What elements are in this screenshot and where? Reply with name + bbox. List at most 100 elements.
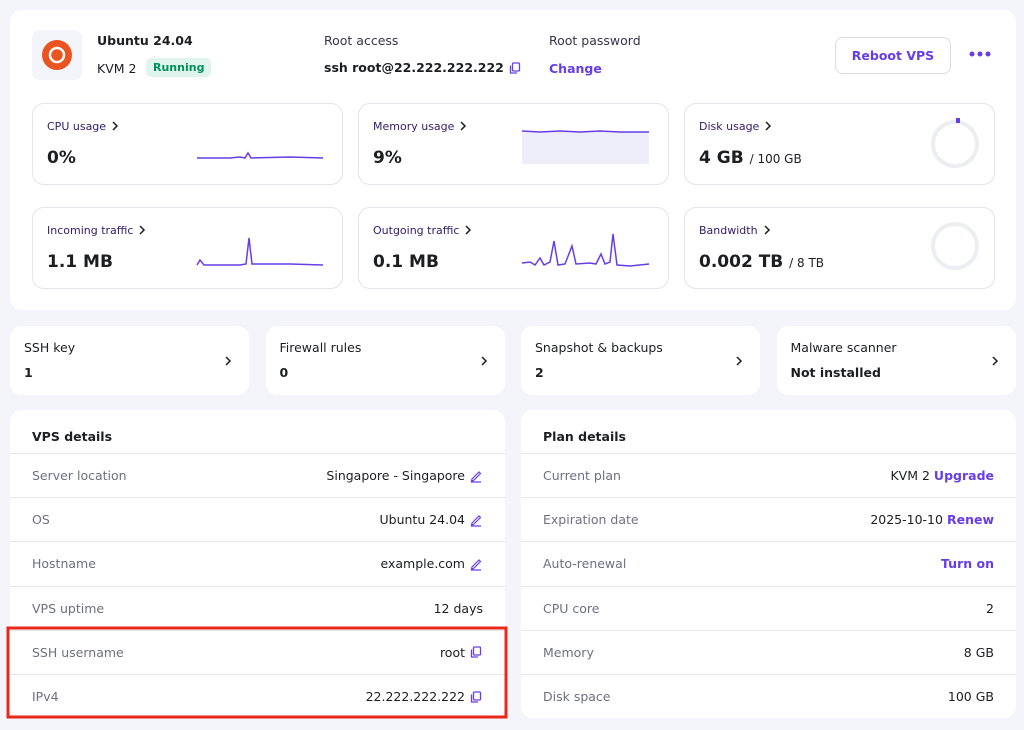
metric-card[interactable]: CPU usage 0% <box>32 103 343 185</box>
copy-icon[interactable] <box>469 690 483 704</box>
metric-label: Memory usage <box>373 119 470 133</box>
vps-details-card: VPS details Server location Singapore - Si… <box>10 410 505 718</box>
metric-value-text: 0.1 MB <box>373 252 439 272</box>
detail-row: Auto-renewal Turn on <box>521 541 1016 585</box>
metric-label: Bandwidth <box>699 223 774 237</box>
detail-row: CPU core 2 <box>521 585 1016 630</box>
metric-label-text: Bandwidth <box>699 223 758 237</box>
detail-row: Hostname example.com <box>10 541 505 585</box>
row-value-text: 22.222.222.222 <box>365 689 465 704</box>
row-value-text: root <box>439 644 465 660</box>
metric-card[interactable]: Outgoing traffic 0.1 MB <box>358 207 669 289</box>
metric-unit: / 8 TB <box>789 256 825 270</box>
metric-unit: / 100 GB <box>749 152 802 166</box>
row-label: Expiration date <box>543 512 639 528</box>
row-action[interactable]: Turn on <box>941 556 994 572</box>
reboot-button[interactable]: Reboot VPS <box>835 37 951 74</box>
copy-icon[interactable] <box>508 61 522 75</box>
section-title: VPS details <box>32 429 113 444</box>
row-value: root <box>440 645 483 660</box>
metric-label: Incoming traffic <box>47 223 149 237</box>
copy-icon[interactable] <box>469 645 483 659</box>
detail-row: SSH username root <box>10 629 505 674</box>
metric-card[interactable]: Incoming traffic 1.1 MB <box>32 207 343 289</box>
shortcut-value: Not installed <box>790 365 881 380</box>
row-value-text: Ubuntu 24.04 <box>379 512 465 528</box>
row-label: SSH username <box>32 644 124 660</box>
chevron-icon[interactable] <box>461 223 475 237</box>
root-access-text: ssh root@22.222.222.222 <box>324 60 504 75</box>
row-action[interactable]: Upgrade <box>933 468 994 483</box>
metric-value: 0.1 MB <box>373 252 439 272</box>
row-value: example.com <box>381 556 483 571</box>
root-access-value: ssh root@22.222.222.222 <box>324 60 522 75</box>
shortcut-card[interactable]: SSH key 1 <box>10 326 249 395</box>
shortcut-value: 1 <box>24 365 33 380</box>
metric-value-text: 0.002 TB <box>699 252 784 272</box>
shortcut-card[interactable]: Malware scanner Not installed <box>776 326 1016 395</box>
metric-label-text: Memory usage <box>373 119 455 133</box>
row-action[interactable]: Renew <box>946 512 994 528</box>
edit-icon[interactable] <box>469 513 483 527</box>
chevron <box>221 353 235 372</box>
row-label: IPv4 <box>32 689 59 704</box>
metric-card[interactable]: Memory usage 9% <box>358 103 669 185</box>
chevron <box>477 353 491 372</box>
row-value: KVM 2 Upgrade <box>890 468 994 483</box>
detail-row: Disk space 100 GB <box>521 674 1016 718</box>
status-badge: Running <box>146 58 212 77</box>
row-value-text: Singapore - Singapore <box>326 468 465 483</box>
chevron-icon[interactable] <box>221 354 235 368</box>
chevron-icon[interactable] <box>732 354 746 368</box>
metric-value-text: 0% <box>47 148 76 168</box>
metric-value-text: 9% <box>373 148 402 168</box>
shortcut-label: Firewall rules <box>279 340 362 355</box>
detail-row: Server location Singapore - Singapore <box>10 453 505 497</box>
metric-label: Disk usage <box>699 119 775 133</box>
row-value: 12 days <box>434 601 483 616</box>
plan-details-card: Plan details Current plan KVM 2 Upgrade Expi… <box>521 410 1016 718</box>
edit-icon[interactable] <box>469 557 483 571</box>
shortcut-value: 0 <box>279 365 289 380</box>
chevron-icon[interactable] <box>456 119 470 133</box>
metric-card[interactable]: Bandwidth 0.002 TB / 8 TB <box>684 207 995 289</box>
chevron-icon[interactable] <box>988 354 1002 368</box>
metric-value-text: 1.1 MB <box>47 252 113 272</box>
chevron-icon[interactable] <box>760 223 774 237</box>
row-value-text: example.com <box>380 556 465 572</box>
chevron-icon[interactable] <box>477 354 491 368</box>
chevron <box>732 353 746 372</box>
row-label: CPU core <box>543 600 600 616</box>
detail-row: VPS uptime 12 days <box>10 585 505 630</box>
row-value: 22.222.222.222 <box>366 689 483 704</box>
chevron-icon[interactable] <box>108 119 122 133</box>
root-access-label: Root access <box>324 33 399 48</box>
metric-value-text: 4 GB <box>699 148 744 168</box>
chevron-icon[interactable] <box>135 223 149 237</box>
edit-icon[interactable] <box>469 469 483 483</box>
shortcut-label: Snapshot & backups <box>535 340 663 355</box>
metric-value: 0% <box>47 148 76 168</box>
chevron <box>988 353 1002 372</box>
shortcut-label: Malware scanner <box>790 340 897 355</box>
row-label: OS <box>32 512 50 528</box>
detail-row: Expiration date 2025-10-10 Renew <box>521 497 1016 541</box>
metric-label-text: Disk usage <box>699 119 760 133</box>
change-password-link[interactable]: Change <box>549 61 602 76</box>
row-value: Turn on <box>941 556 994 571</box>
row-value-text: 100 GB <box>947 689 994 704</box>
section-title: Plan details <box>543 429 626 444</box>
shortcut-card[interactable]: Firewall rules 0 <box>265 326 505 395</box>
metric-value: 4 GB / 100 GB <box>699 148 802 168</box>
row-value-text: 2025-10-10 <box>870 512 943 528</box>
row-value: Singapore - Singapore <box>326 468 483 483</box>
row-value: 8 GB <box>964 645 994 660</box>
metric-label: CPU usage <box>47 119 122 133</box>
metric-card[interactable]: Disk usage 4 GB / 100 GB <box>684 103 995 185</box>
row-value: 2025-10-10 Renew <box>870 512 994 527</box>
shortcut-card[interactable]: Snapshot & backups 2 <box>521 326 760 395</box>
row-label: VPS uptime <box>32 600 105 616</box>
chevron-icon[interactable] <box>761 119 775 133</box>
row-label: Auto-renewal <box>543 556 627 572</box>
row-label: Memory <box>543 644 594 660</box>
